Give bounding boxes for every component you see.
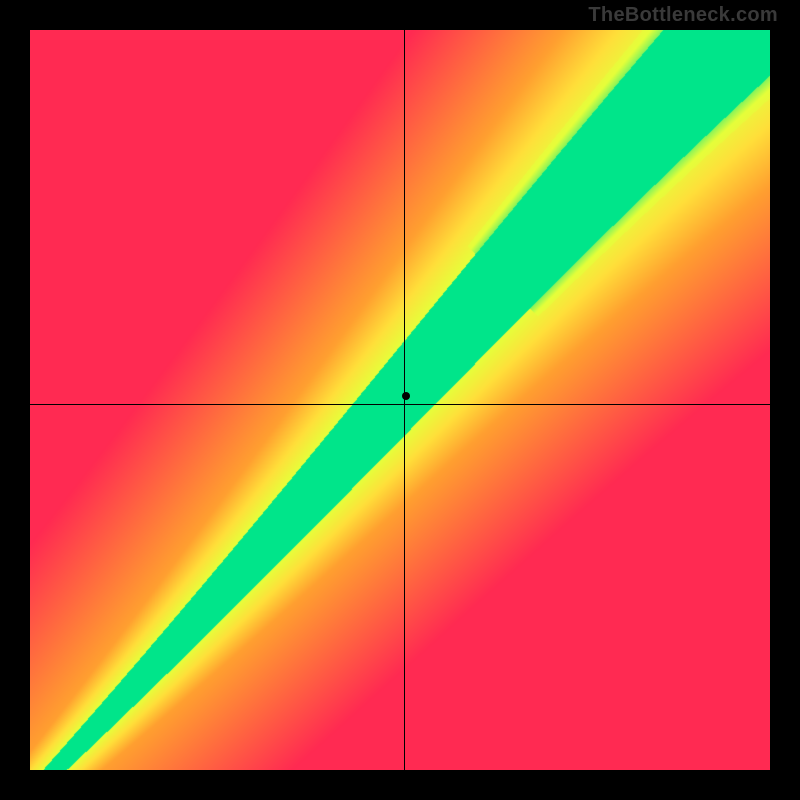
marker-dot bbox=[402, 392, 410, 400]
watermark-text: TheBottleneck.com bbox=[588, 4, 778, 27]
plot-area bbox=[30, 30, 770, 770]
crosshair-horizontal bbox=[30, 404, 770, 405]
heatmap-canvas bbox=[30, 30, 770, 770]
